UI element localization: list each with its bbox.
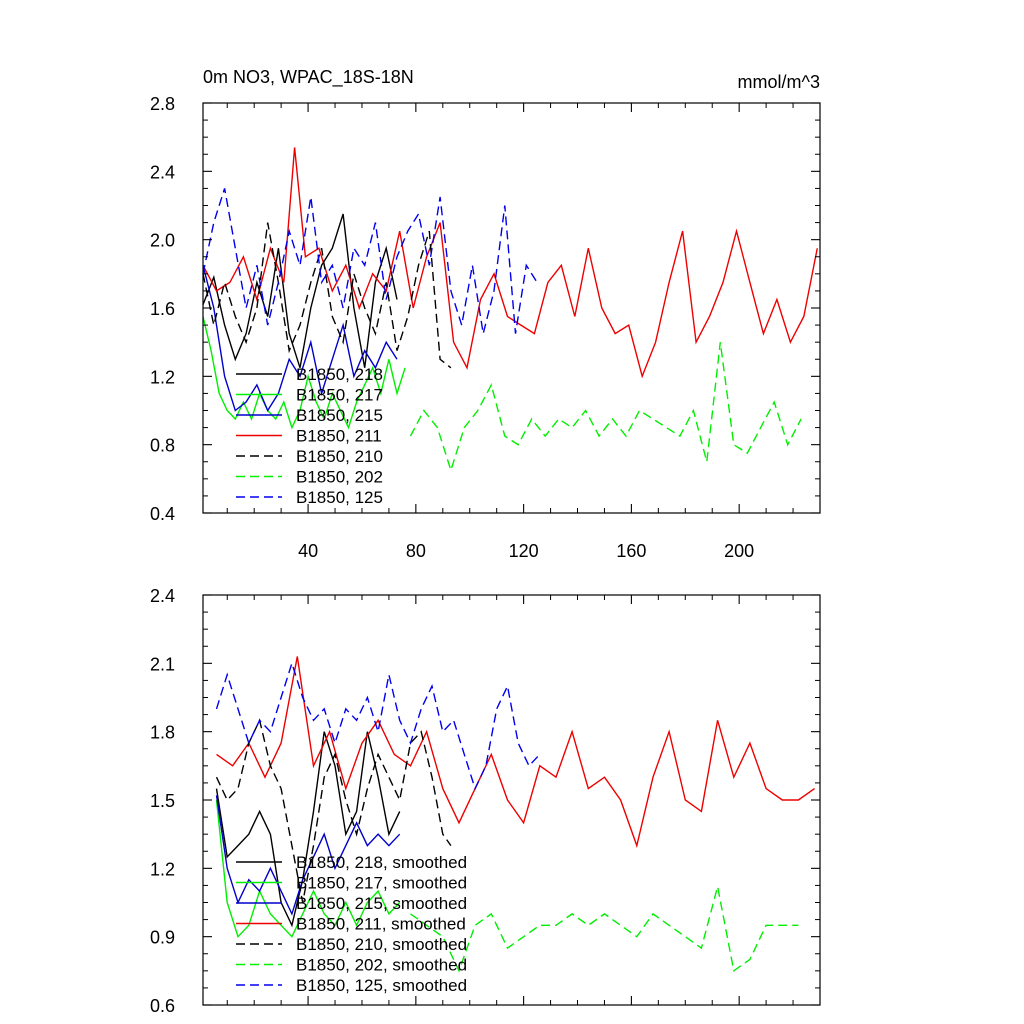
- series-line-1-3: [216, 656, 816, 849]
- ytick-label-1-6: 2.4: [150, 586, 175, 606]
- bottom-axis-ticks: 0.6 0.9 1.2 1.5 1.8 2.1 2.4: [150, 586, 820, 1016]
- top-panel-units: mmol/m^3: [738, 72, 820, 92]
- top-series-layer: [202, 147, 818, 473]
- ytick-label-1-1: 0.9: [150, 928, 175, 948]
- series-line-0-3: [202, 147, 818, 379]
- series-line-1-6: [215, 660, 541, 791]
- series-line-0-2: [202, 265, 398, 413]
- ytick-label-0-5: 2.4: [150, 162, 175, 182]
- ytick-label-0-3: 1.6: [150, 299, 175, 319]
- legend-label-0-2: B1850, 215: [296, 406, 383, 425]
- xtick-label-0-3: 160: [616, 541, 646, 561]
- series-line-0-4: [202, 222, 452, 369]
- legend-label-1-6: B1850, 125, smoothed: [296, 976, 467, 995]
- legend-label-0-6: B1850, 125: [296, 488, 383, 507]
- top-panel-title: 0m NO3, WPAC_18S-18N: [203, 67, 414, 88]
- legend-label-1-2: B1850, 215, smoothed: [296, 894, 467, 913]
- series-line-1-0: [215, 731, 401, 928]
- series-line-1-4: [215, 718, 452, 903]
- xtick-label-0-4: 200: [724, 541, 754, 561]
- series-line-0-5: [409, 342, 802, 473]
- bottom-panel: B1850, 218, smoothed B1850, 217, smoothed…: [150, 586, 821, 1016]
- legend-label-0-0: B1850, 218: [296, 365, 383, 384]
- xtick-label-0-1: 80: [406, 541, 426, 561]
- bottom-series-layer: [215, 656, 816, 973]
- series-line-0-1: [202, 316, 406, 430]
- series-line-0-0: [202, 213, 398, 369]
- series-line-1-1: [215, 799, 401, 939]
- legend-label-1-3: B1850, 211, smoothed: [296, 915, 466, 934]
- bottom-legend: B1850, 218, smoothed B1850, 217, smoothed…: [236, 853, 467, 995]
- series-line-1-2: [215, 795, 401, 916]
- legend-label-0-5: B1850, 202: [296, 468, 383, 487]
- ytick-label-1-3: 1.5: [150, 791, 175, 811]
- ytick-label-1-0: 0.6: [150, 996, 175, 1016]
- ytick-label-1-4: 1.8: [150, 723, 175, 743]
- ytick-label-1-2: 1.2: [150, 859, 175, 879]
- top-axis-ticks: 0.4 0.8 1.2 1.6 2.0 2.4 2.8 40 80 120 160 200: [150, 94, 820, 561]
- legend-label-1-0: B1850, 218, smoothed: [296, 853, 467, 872]
- ytick-label-0-1: 0.8: [150, 436, 175, 456]
- xtick-label-0-2: 120: [509, 541, 539, 561]
- ytick-label-0-0: 0.4: [150, 504, 175, 524]
- ytick-label-0-4: 2.0: [150, 231, 175, 251]
- ytick-label-0-6: 2.8: [150, 94, 175, 114]
- legend-label-1-5: B1850, 202, smoothed: [296, 956, 467, 975]
- series-line-1-5: [410, 886, 799, 973]
- legend-label-0-3: B1850, 211: [296, 427, 382, 446]
- legend-label-0-1: B1850, 217: [296, 386, 383, 405]
- xtick-label-0-0: 40: [298, 541, 318, 561]
- legend-label-1-1: B1850, 217, smoothed: [296, 874, 467, 893]
- legend-label-0-4: B1850, 210: [296, 447, 383, 466]
- ytick-label-0-2: 1.2: [150, 367, 175, 387]
- series-line-0-6: [202, 188, 538, 334]
- ytick-label-1-5: 2.1: [150, 654, 175, 674]
- legend-label-1-4: B1850, 210, smoothed: [296, 935, 467, 954]
- top-panel: 0m NO3, WPAC_18S-18N mmol/m^3 B1850, 218…: [150, 67, 821, 561]
